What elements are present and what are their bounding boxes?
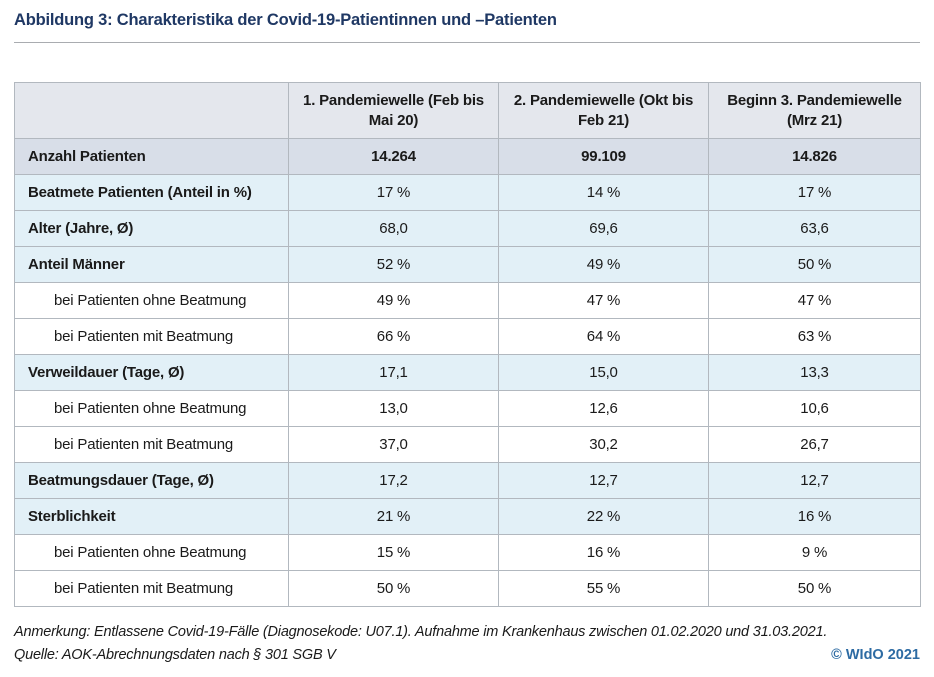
table-row: bei Patienten mit Beatmung 50 % 55 % 50 …: [14, 570, 921, 607]
cell-value: 49 %: [498, 246, 709, 283]
row-label: Alter (Jahre, Ø): [14, 210, 289, 247]
cell-value: 17 %: [288, 174, 499, 211]
table-row: bei Patienten mit Beatmung 66 % 64 % 63 …: [14, 318, 921, 355]
row-label: bei Patienten mit Beatmung: [14, 570, 289, 607]
cell-value: 69,6: [498, 210, 709, 247]
cell-value: 50 %: [708, 246, 921, 283]
cell-value: 14.264: [288, 138, 499, 175]
note-text: Anmerkung: Entlassene Covid-19-Fälle (Di…: [14, 624, 828, 640]
cell-value: 15,0: [498, 354, 709, 391]
cell-value: 26,7: [708, 426, 921, 463]
row-label: bei Patienten mit Beatmung: [14, 426, 289, 463]
table-row: Verweildauer (Tage, Ø) 17,1 15,0 13,3: [14, 354, 921, 391]
cell-value: 55 %: [498, 570, 709, 607]
footer-row: Quelle: AOK-Abrechnungsdaten nach § 301 …: [14, 647, 920, 663]
table-row: Beatmungsdauer (Tage, Ø) 17,2 12,7 12,7: [14, 462, 921, 499]
cell-value: 99.109: [498, 138, 709, 175]
table-row: Sterblichkeit 21 % 22 % 16 %: [14, 498, 921, 535]
cell-value: 52 %: [288, 246, 499, 283]
row-label: Verweildauer (Tage, Ø): [14, 354, 289, 391]
cell-value: 50 %: [708, 570, 921, 607]
cell-value: 63 %: [708, 318, 921, 355]
cell-value: 68,0: [288, 210, 499, 247]
cell-value: 9 %: [708, 534, 921, 571]
cell-value: 12,7: [708, 462, 921, 499]
cell-value: 10,6: [708, 390, 921, 427]
cell-value: 37,0: [288, 426, 499, 463]
cell-value: 17 %: [708, 174, 921, 211]
row-label: Anzahl Patienten: [14, 138, 289, 175]
table-row: bei Patienten ohne Beatmung 15 % 16 % 9 …: [14, 534, 921, 571]
row-label: Beatmete Patienten (Anteil in %): [14, 174, 289, 211]
characteristics-table: 1. Pandemiewelle (Feb bis Mai 20) 2. Pan…: [14, 82, 921, 607]
cell-value: 17,1: [288, 354, 499, 391]
cell-value: 13,0: [288, 390, 499, 427]
cell-value: 12,6: [498, 390, 709, 427]
column-header-wave3: Beginn 3. Pandemiewelle (Mrz 21): [708, 82, 921, 139]
table-row: Beatmete Patienten (Anteil in %) 17 % 14…: [14, 174, 921, 211]
table-row: bei Patienten ohne Beatmung 13,0 12,6 10…: [14, 390, 921, 427]
cell-value: 14.826: [708, 138, 921, 175]
cell-value: 14 %: [498, 174, 709, 211]
cell-value: 47 %: [498, 282, 709, 319]
table-row: bei Patienten ohne Beatmung 49 % 47 % 47…: [14, 282, 921, 319]
cell-value: 17,2: [288, 462, 499, 499]
cell-value: 64 %: [498, 318, 709, 355]
cell-value: 63,6: [708, 210, 921, 247]
cell-value: 30,2: [498, 426, 709, 463]
cell-value: 13,3: [708, 354, 921, 391]
cell-value: 50 %: [288, 570, 499, 607]
cell-value: 16 %: [498, 534, 709, 571]
cell-value: 12,7: [498, 462, 709, 499]
copyright-text: © WIdO 2021: [831, 647, 920, 663]
table-header-row: 1. Pandemiewelle (Feb bis Mai 20) 2. Pan…: [14, 82, 921, 139]
cell-value: 16 %: [708, 498, 921, 535]
cell-value: 22 %: [498, 498, 709, 535]
cell-value: 49 %: [288, 282, 499, 319]
figure-title: Abbildung 3: Charakteristika der Covid-1…: [14, 11, 557, 29]
source-text: Quelle: AOK-Abrechnungsdaten nach § 301 …: [14, 647, 336, 663]
row-label: Beatmungsdauer (Tage, Ø): [14, 462, 289, 499]
row-label: bei Patienten ohne Beatmung: [14, 390, 289, 427]
column-header-empty: [14, 82, 289, 139]
cell-value: 66 %: [288, 318, 499, 355]
table-row: bei Patienten mit Beatmung 37,0 30,2 26,…: [14, 426, 921, 463]
table-row: Alter (Jahre, Ø) 68,0 69,6 63,6: [14, 210, 921, 247]
title-divider: [14, 42, 920, 43]
column-header-wave2: 2. Pandemiewelle (Okt bis Feb 21): [498, 82, 709, 139]
table-row: Anteil Männer 52 % 49 % 50 %: [14, 246, 921, 283]
cell-value: 21 %: [288, 498, 499, 535]
row-label: Sterblichkeit: [14, 498, 289, 535]
column-header-wave1: 1. Pandemiewelle (Feb bis Mai 20): [288, 82, 499, 139]
cell-value: 15 %: [288, 534, 499, 571]
table-row: Anzahl Patienten 14.264 99.109 14.826: [14, 138, 921, 175]
row-label: Anteil Männer: [14, 246, 289, 283]
row-label: bei Patienten mit Beatmung: [14, 318, 289, 355]
cell-value: 47 %: [708, 282, 921, 319]
row-label: bei Patienten ohne Beatmung: [14, 282, 289, 319]
row-label: bei Patienten ohne Beatmung: [14, 534, 289, 571]
